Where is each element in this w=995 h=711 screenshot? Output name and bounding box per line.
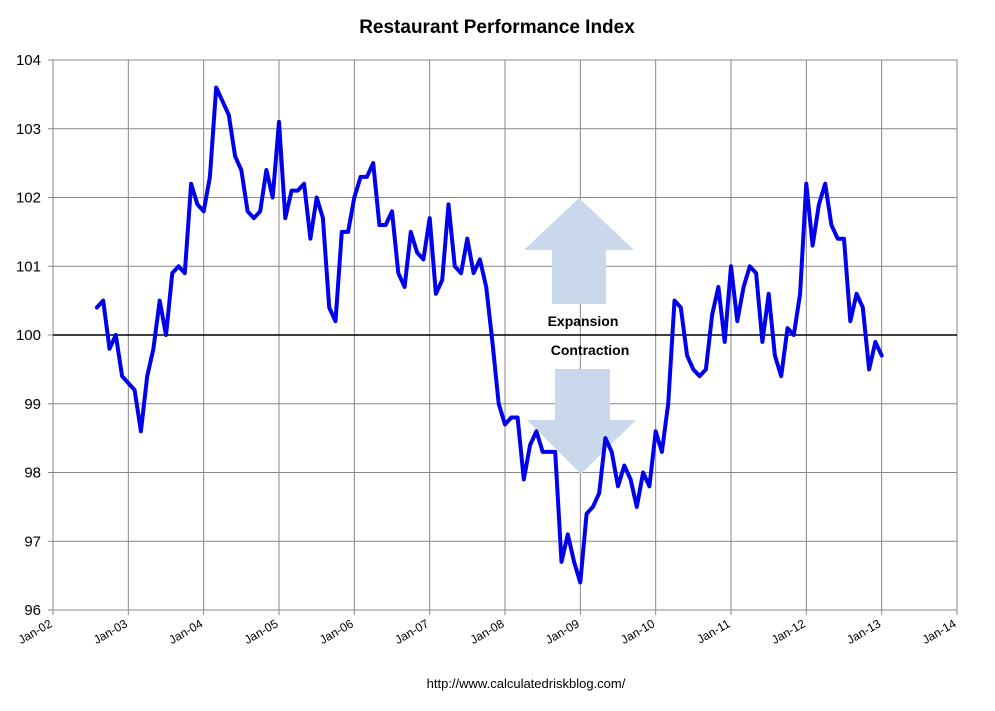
y-tick-label: 100 xyxy=(16,327,41,344)
x-tick-label: Jan-02 xyxy=(16,616,55,647)
x-tick-label: Jan-11 xyxy=(694,616,732,646)
x-tick-label: Jan-08 xyxy=(468,616,507,647)
x-tick-label: Jan-13 xyxy=(844,616,883,647)
x-tick-label: Jan-06 xyxy=(317,616,356,647)
contraction-arrow-icon xyxy=(527,369,636,474)
x-tick-label: Jan-12 xyxy=(769,616,808,647)
y-tick-label: 98 xyxy=(24,465,41,482)
series-line xyxy=(94,85,884,585)
chart-title: Restaurant Performance Index xyxy=(359,17,635,38)
y-tick-label: 103 xyxy=(16,121,41,138)
source-url: http://www.calculatedriskblog.com/ xyxy=(427,676,626,691)
expansion-arrow-icon xyxy=(524,198,634,304)
expansion-label: Expansion xyxy=(548,313,619,329)
contraction-label: Contraction xyxy=(551,342,630,358)
x-tick-label: Jan-14 xyxy=(920,616,959,647)
x-tick-label: Jan-03 xyxy=(91,616,130,647)
x-tick-label: Jan-10 xyxy=(618,616,657,647)
y-tick-label: 97 xyxy=(24,533,41,550)
x-tick-label: Jan-05 xyxy=(242,616,281,647)
x-tick-label: Jan-09 xyxy=(543,616,582,647)
y-tick-label: 102 xyxy=(16,190,41,207)
y-tick-label: 96 xyxy=(24,602,41,619)
x-tick-label: Jan-04 xyxy=(166,616,205,647)
x-tick-label: Jan-07 xyxy=(392,616,431,647)
y-tick-label: 101 xyxy=(16,258,41,275)
y-tick-label: 104 xyxy=(16,52,41,69)
y-tick-label: 99 xyxy=(24,396,41,413)
